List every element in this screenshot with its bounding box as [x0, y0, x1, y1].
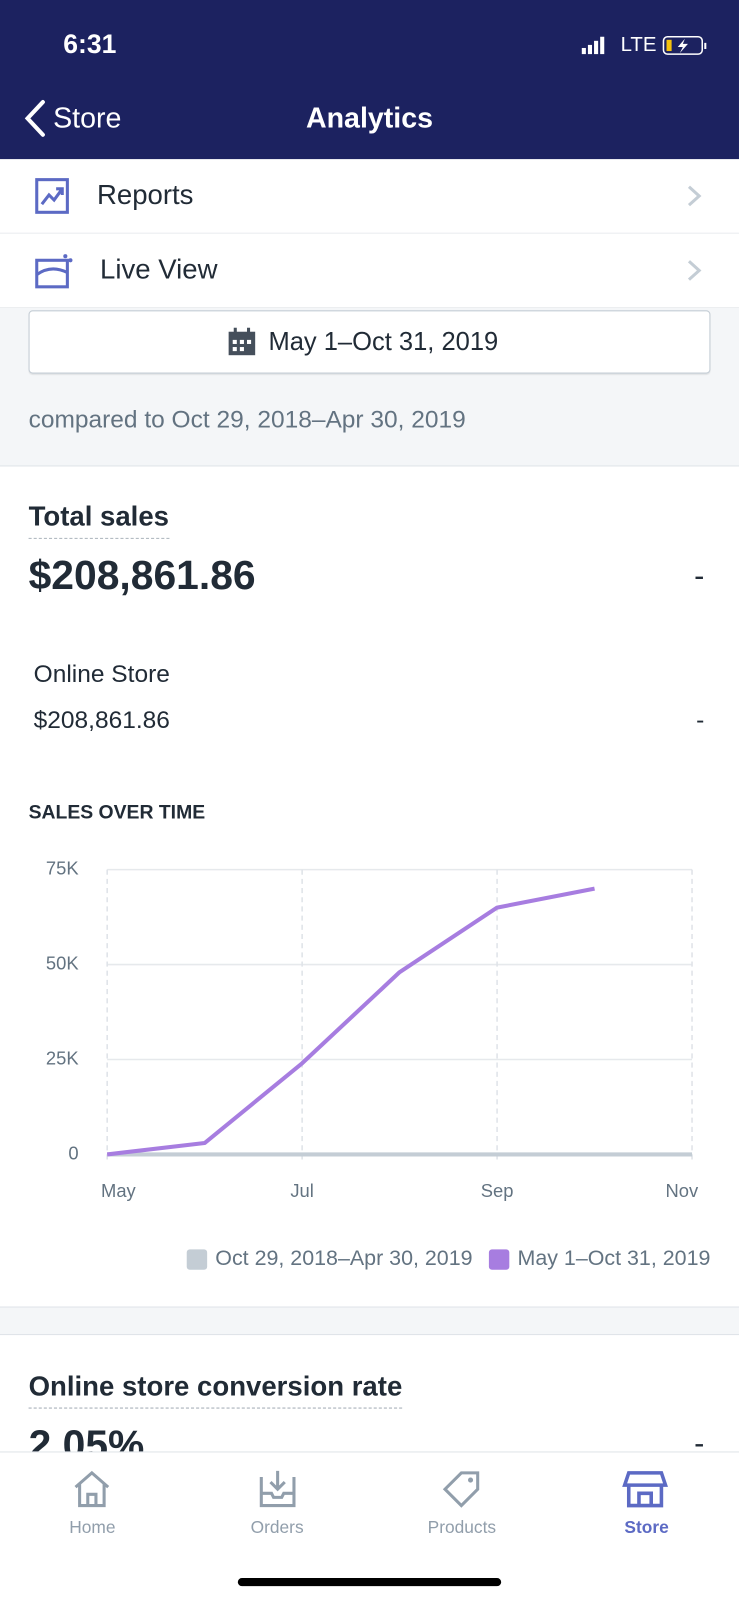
- legend-swatch: [186, 1249, 208, 1270]
- tab-label[interactable]: Products: [427, 1517, 497, 1538]
- legend-label: May 1–Oct 31, 2019: [517, 1246, 710, 1270]
- y-tick-label: 25K: [46, 1047, 79, 1068]
- change: -: [694, 559, 705, 594]
- status-icons: [581, 35, 707, 55]
- reports-icon: [35, 178, 69, 214]
- total-sales-title: Total sales: [28, 501, 169, 539]
- tab-label[interactable]: Store: [624, 1517, 669, 1538]
- legend-swatch: [488, 1249, 510, 1270]
- tab-bar: Home Orders Products Store: [0, 1451, 739, 1600]
- conversion-title: Online store conversion rate: [28, 1370, 403, 1409]
- y-tick-label: 0: [68, 1142, 78, 1163]
- tab-icons: [74, 1470, 668, 1508]
- menu-label: Reports: [96, 179, 194, 211]
- x-tick-label: May: [101, 1180, 137, 1201]
- series-line: [106, 886, 595, 1157]
- divider: [0, 1306, 739, 1336]
- date-section: May 1–Oct 31, 2019 compared to Oct 29, 2…: [0, 308, 739, 467]
- home-indicator: [237, 1578, 502, 1587]
- comparison: compared to Oct 29, 2018–Apr 30, 2019: [28, 406, 466, 434]
- header: 6:31 LTE Store Analytics: [0, 0, 739, 160]
- sales-chart: SALES OVER TIME 0 25K 50K 75K May Jul Sep Nov Ma…: [29, 802, 711, 1271]
- x-tick-label: Sep: [481, 1180, 514, 1201]
- x-tick-label: Jul: [290, 1180, 313, 1201]
- menu-label: Live View: [100, 254, 218, 285]
- calendar-icon: [228, 327, 256, 356]
- date-range: May 1–Oct 31, 2019: [268, 327, 499, 357]
- chevron: [687, 185, 702, 207]
- live-view-icon: [35, 254, 73, 289]
- back-button[interactable]: Store: [53, 102, 122, 134]
- back-icon[interactable]: [22, 99, 46, 138]
- change: -: [694, 1426, 705, 1461]
- chart-title: SALES OVER TIME: [29, 802, 206, 824]
- nav-title: Analytics: [305, 102, 434, 134]
- time: 6:31: [63, 28, 117, 60]
- network: LTE: [620, 33, 657, 57]
- channel-value: $208,861.86: [33, 706, 170, 734]
- menu-item[interactable]: Reports: [0, 159, 739, 234]
- tab-label[interactable]: Home: [69, 1517, 116, 1538]
- tab-label[interactable]: Orders: [250, 1517, 304, 1538]
- card-title: Total sales: [28, 501, 169, 539]
- y-tick-label: 75K: [46, 857, 79, 878]
- menu-item[interactable]: Live View: [0, 233, 739, 309]
- change: -: [696, 706, 705, 734]
- total-sales-value: $208,861.86: [28, 553, 256, 599]
- card-title: Online store conversion rate: [28, 1370, 403, 1409]
- channel-name: Online Store: [33, 660, 170, 688]
- y-tick-label: 50K: [46, 952, 79, 973]
- legend-label: Oct 29, 2018–Apr 30, 2019: [215, 1246, 472, 1270]
- x-tick-label: Nov: [666, 1180, 699, 1201]
- date-button[interactable]: May 1–Oct 31, 2019: [28, 310, 711, 374]
- chevron: [687, 260, 702, 281]
